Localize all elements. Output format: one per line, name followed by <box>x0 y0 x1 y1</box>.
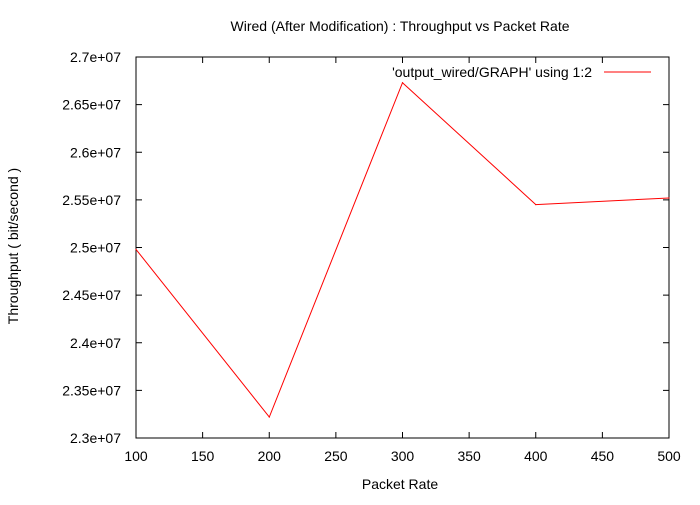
chart-title: Wired (After Modification) : Throughput … <box>231 18 570 34</box>
x-tick-label: 500 <box>657 448 681 464</box>
y-tick-label: 2.45e+07 <box>62 287 121 303</box>
series-group <box>135 81 670 418</box>
axis-ticks: 100 150 200 250 300 350 400 450 500 2.3e+07 2.35e+… <box>62 49 681 464</box>
data-point <box>668 197 670 199</box>
data-point <box>268 416 270 418</box>
x-tick-label: 250 <box>324 448 348 464</box>
y-axis-label: Throughput ( bit/second ) <box>5 168 21 324</box>
x-tick-label: 100 <box>124 448 148 464</box>
x-tick-label: 450 <box>591 448 615 464</box>
data-point <box>135 248 137 251</box>
y-tick-label: 2.65e+07 <box>62 97 121 113</box>
y-tick-label: 2.6e+07 <box>70 144 121 160</box>
legend-entry-label: 'output_wired/GRAPH' using 1:2 <box>392 64 592 80</box>
y-tick-label: 2.3e+07 <box>70 430 121 446</box>
data-point <box>401 82 404 84</box>
y-tick-label: 2.55e+07 <box>62 192 121 208</box>
x-tick-label: 300 <box>391 448 415 464</box>
legend: 'output_wired/GRAPH' using 1:2 <box>392 64 651 80</box>
x-tick-label: 350 <box>457 448 481 464</box>
data-point <box>535 204 537 206</box>
x-axis-label: Packet Rate <box>362 476 438 492</box>
y-tick-label: 2.35e+07 <box>62 382 121 398</box>
series-line-0 <box>135 81 670 418</box>
y-tick-label: 2.5e+07 <box>70 240 121 256</box>
x-tick-label: 200 <box>258 448 282 464</box>
y-tick-label: 2.7e+07 <box>70 49 121 65</box>
x-tick-label: 400 <box>524 448 548 464</box>
x-tick-label: 150 <box>191 448 215 464</box>
y-tick-label: 2.4e+07 <box>70 335 121 351</box>
plot-frame <box>135 56 670 439</box>
